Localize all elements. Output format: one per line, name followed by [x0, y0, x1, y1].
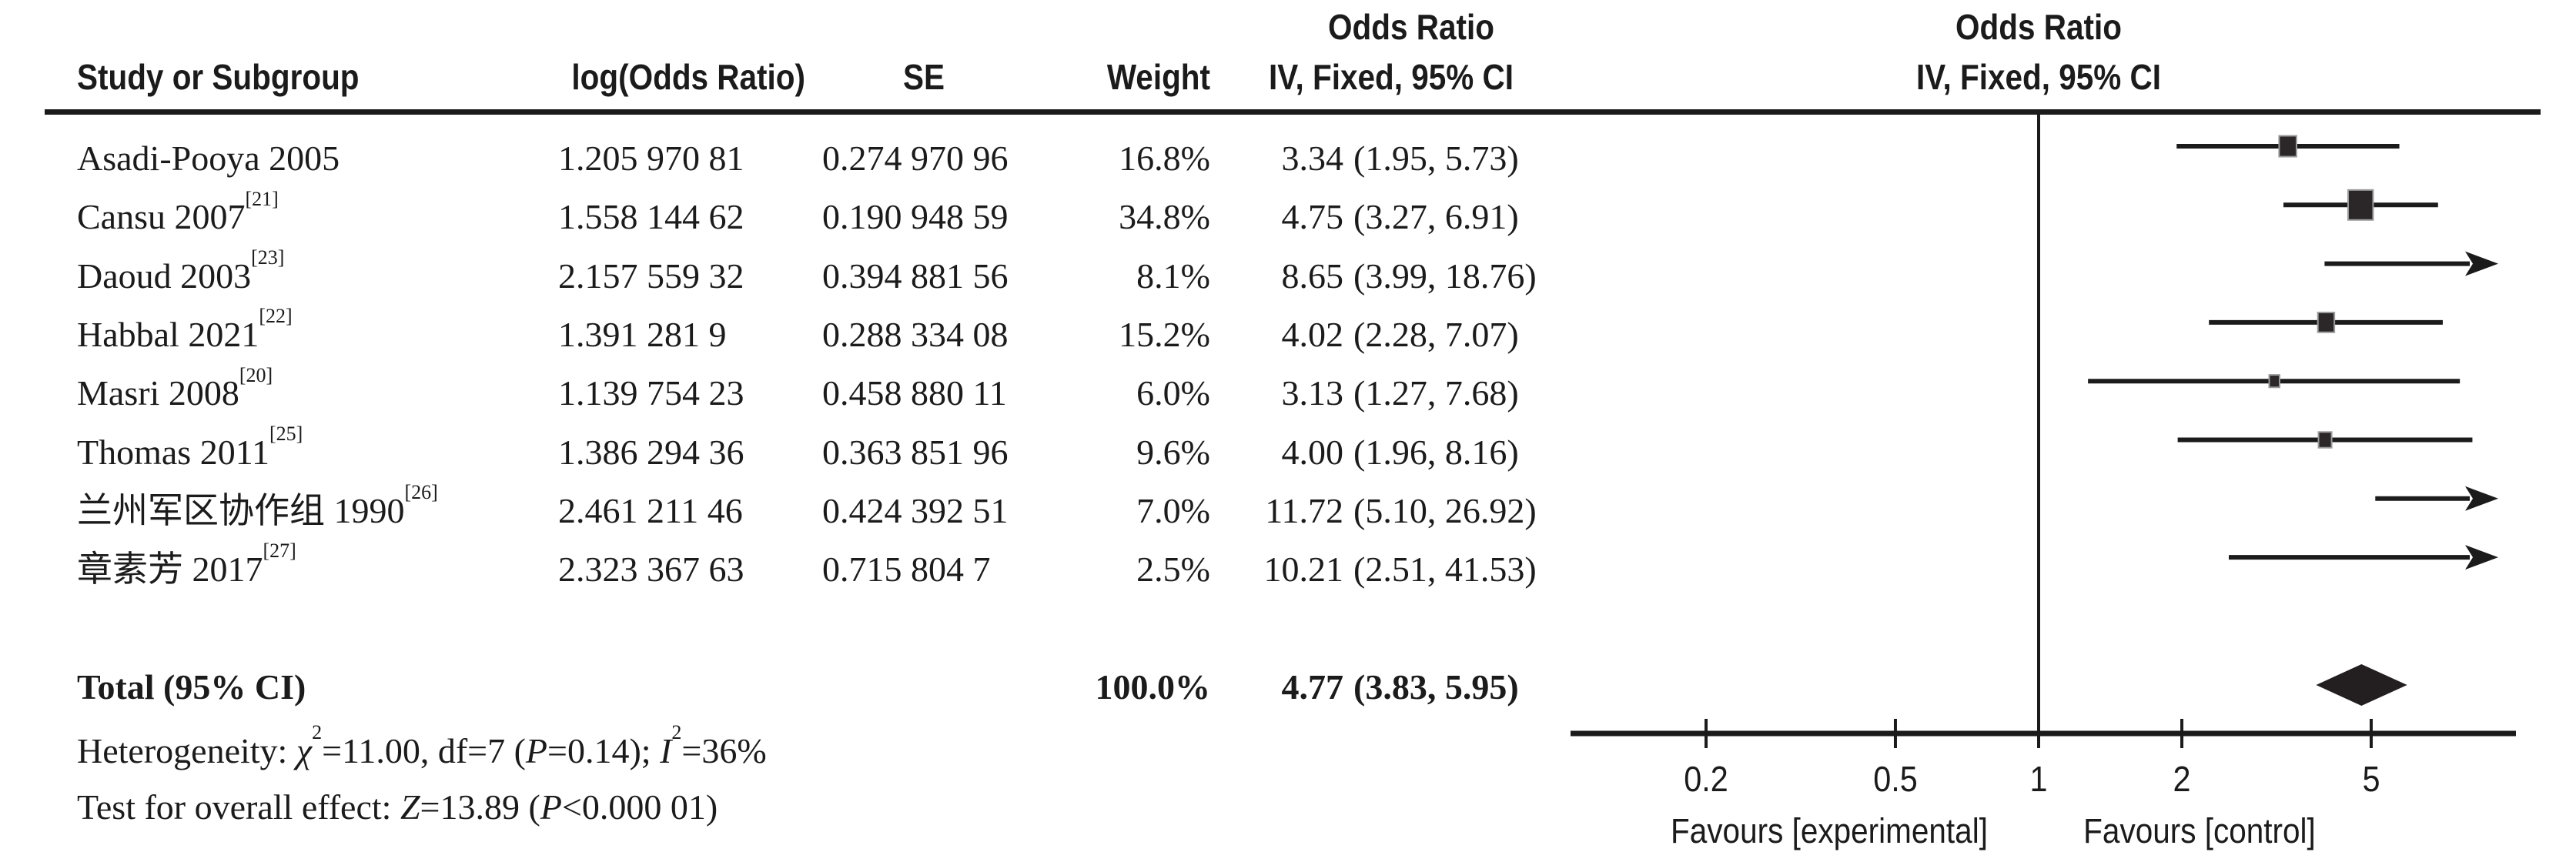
- study-name: 章素芳 2017[27]: [77, 540, 296, 590]
- se-column-header: SE: [902, 57, 945, 97]
- table-row: Habbal 2021[22] 1.391 281 9 0.288 334 08 15…: [0, 306, 1655, 364]
- total-label: Total (95% CI): [77, 667, 306, 707]
- log-odds-ratio-value: 1.391 281 9: [558, 314, 727, 354]
- total-weight-value: 100.0%: [1095, 667, 1211, 707]
- axis-tick-label: 5: [2362, 759, 2380, 799]
- or-ci: (1.96, 8.16): [1353, 432, 1519, 472]
- total-or-estimate: 4.77: [1281, 667, 1344, 707]
- table-row: Asadi-Pooya 2005 1.205 970 81 0.274 970 96…: [0, 129, 1655, 188]
- or-ci: (3.27, 6.91): [1353, 197, 1519, 237]
- table-row: Cansu 2007[21] 1.558 144 62 0.190 948 59 34…: [0, 188, 1655, 246]
- study-column-header: Study or Subgroup: [77, 57, 360, 97]
- table-row: Masri 2008[20] 1.139 754 23 0.458 880 11 6.…: [0, 364, 1655, 423]
- log-odds-ratio-value: 2.323 367 63: [558, 550, 744, 590]
- se-value: 0.394 881 56: [822, 256, 1009, 296]
- study-name: Cansu 2007[21]: [77, 187, 279, 237]
- reference-superscript: [22]: [259, 305, 293, 328]
- axis-tick-label: 0.2: [1684, 759, 1728, 799]
- table-odds-ratio-header: Odds Ratio: [1328, 7, 1494, 47]
- or-ci: (2.28, 7.07): [1353, 314, 1519, 354]
- reference-superscript: [21]: [245, 187, 279, 210]
- effect-square: [2278, 135, 2297, 158]
- effect-square: [2317, 312, 2336, 333]
- total-or-ci: (3.83, 5.95): [1353, 667, 1519, 707]
- se-value: 0.288 334 08: [822, 314, 1009, 354]
- log-odds-ratio-value: 2.157 559 32: [558, 256, 744, 296]
- reference-superscript: [27]: [263, 540, 296, 563]
- arrow-right-icon: [2465, 545, 2498, 570]
- reference-superscript: [26]: [404, 481, 438, 504]
- summary-diamond: [2316, 664, 2407, 706]
- table-ci-method-header: IV, Fixed, 95% CI: [1269, 57, 1514, 97]
- se-value: 0.715 804 7: [822, 550, 991, 590]
- study-name: Thomas 2011[25]: [77, 422, 303, 472]
- log-odds-ratio-value: 1.558 144 62: [558, 197, 744, 237]
- study-name: Asadi-Pooya 2005: [77, 139, 340, 178]
- weight-value: 16.8%: [1119, 139, 1210, 178]
- se-value: 0.424 392 51: [822, 490, 1009, 530]
- log-odds-ratio-column-header: log(Odds Ratio): [571, 57, 805, 97]
- reference-superscript: [20]: [239, 363, 273, 386]
- axis-tick-label: 1: [2029, 759, 2048, 799]
- or-estimate: 10.21: [1263, 550, 1344, 590]
- weight-column-header: Weight: [1106, 57, 1210, 97]
- log-odds-ratio-value: 1.139 754 23: [558, 373, 744, 413]
- total-row: Total (95% CI) 100.0% 4.77 (3.83, 5.95): [0, 658, 1655, 717]
- heterogeneity-note: Heterogeneity: χ2=11.00, df=7 (P=0.14); …: [77, 721, 767, 770]
- or-estimate: 8.65: [1281, 256, 1344, 296]
- or-estimate: 11.72: [1265, 490, 1343, 530]
- se-value: 0.458 880 11: [822, 373, 1007, 413]
- or-estimate: 3.34: [1281, 139, 1344, 178]
- or-estimate: 4.02: [1281, 314, 1344, 354]
- weight-value: 6.0%: [1136, 373, 1210, 413]
- weight-value: 2.5%: [1136, 550, 1210, 590]
- or-estimate: 4.00: [1281, 432, 1344, 472]
- header-rule: [45, 109, 2541, 115]
- or-estimate: 3.13: [1281, 373, 1344, 413]
- or-ci: (1.95, 5.73): [1353, 139, 1519, 178]
- weight-value: 9.6%: [1136, 432, 1210, 472]
- or-ci: (5.10, 26.92): [1353, 490, 1537, 530]
- log-odds-ratio-value: 1.205 970 81: [558, 139, 744, 178]
- or-ci: (3.99, 18.76): [1353, 256, 1537, 296]
- weight-value: 7.0%: [1136, 490, 1210, 530]
- table-row: 章素芳 2017[27] 2.323 367 63 0.715 804 7 2.5% 1…: [0, 540, 1655, 599]
- favours-left-label: Favours [experimental]: [1671, 811, 1988, 850]
- table-row: Daoud 2003[23] 2.157 559 32 0.394 881 56 8.…: [0, 247, 1655, 306]
- study-name: Daoud 2003[23]: [77, 246, 285, 296]
- study-name: Masri 2008[20]: [77, 363, 273, 413]
- or-estimate: 4.75: [1281, 197, 1344, 237]
- reference-superscript: [25]: [269, 422, 303, 445]
- arrow-right-icon: [2465, 486, 2498, 511]
- se-value: 0.363 851 96: [822, 432, 1009, 472]
- plot-odds-ratio-header: Odds Ratio: [1955, 7, 2122, 47]
- se-value: 0.190 948 59: [822, 197, 1009, 237]
- favours-right-label: Favours [control]: [2083, 811, 2316, 850]
- overall-effect-note: Test for overall effect: Z=13.89 (P<0.00…: [77, 787, 718, 827]
- weight-value: 8.1%: [1136, 256, 1210, 296]
- axis-tick-label: 0.5: [1873, 759, 1918, 799]
- effect-square: [2317, 431, 2333, 449]
- axis-tick-label: 2: [2173, 759, 2191, 799]
- reference-superscript: [23]: [251, 246, 285, 269]
- se-value: 0.274 970 96: [822, 139, 1009, 178]
- weight-value: 34.8%: [1119, 197, 1210, 237]
- or-ci: (1.27, 7.68): [1353, 373, 1519, 413]
- study-name: Habbal 2021[22]: [77, 305, 293, 354]
- log-odds-ratio-value: 1.386 294 36: [558, 432, 744, 472]
- study-name: 兰州军区协作组 1990[26]: [77, 481, 438, 530]
- weight-value: 15.2%: [1119, 314, 1210, 354]
- plot-ci-method-header: IV, Fixed, 95% CI: [1915, 57, 2161, 97]
- or-ci: (2.51, 41.53): [1353, 550, 1537, 590]
- arrow-right-icon: [2465, 251, 2498, 276]
- table-row: Thomas 2011[25] 1.386 294 36 0.363 851 96 9…: [0, 423, 1655, 482]
- log-odds-ratio-value: 2.461 211 46: [558, 490, 743, 530]
- table-row: 兰州军区协作组 1990[26] 2.461 211 46 0.424 392 51…: [0, 482, 1655, 540]
- effect-square: [2347, 189, 2374, 221]
- effect-square: [2268, 374, 2280, 389]
